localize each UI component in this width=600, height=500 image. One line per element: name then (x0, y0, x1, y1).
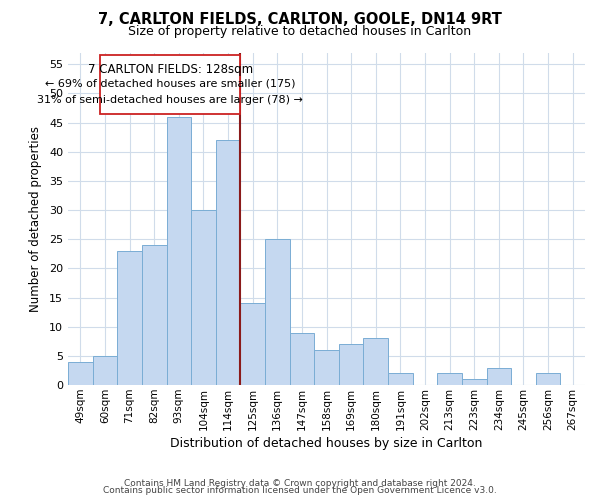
Bar (339, 344, 364, 385)
Bar (241, 304, 265, 385)
Bar (216, 140, 241, 385)
Bar (314, 350, 339, 385)
Bar (290, 332, 314, 385)
Bar (364, 338, 388, 385)
Bar (388, 374, 413, 385)
Text: Size of property relative to detached houses in Carlton: Size of property relative to detached ho… (128, 25, 472, 38)
Bar (462, 380, 487, 385)
Bar (265, 240, 290, 385)
Bar (191, 210, 216, 385)
Bar (117, 251, 142, 385)
Bar (167, 116, 191, 385)
Text: 7, CARLTON FIELDS, CARLTON, GOOLE, DN14 9RT: 7, CARLTON FIELDS, CARLTON, GOOLE, DN14 … (98, 12, 502, 28)
Bar (68, 362, 92, 385)
X-axis label: Distribution of detached houses by size in Carlton: Distribution of detached houses by size … (170, 437, 483, 450)
Bar (536, 374, 560, 385)
Bar (92, 356, 117, 385)
Text: ← 69% of detached houses are smaller (175): ← 69% of detached houses are smaller (17… (45, 79, 295, 89)
Text: 31% of semi-detached houses are larger (78) →: 31% of semi-detached houses are larger (… (37, 94, 303, 104)
Text: Contains public sector information licensed under the Open Government Licence v3: Contains public sector information licen… (103, 486, 497, 495)
Bar (437, 374, 462, 385)
Bar (142, 245, 167, 385)
Y-axis label: Number of detached properties: Number of detached properties (29, 126, 42, 312)
Text: 7 CARLTON FIELDS: 128sqm: 7 CARLTON FIELDS: 128sqm (88, 63, 253, 76)
Bar (100, 56, 241, 114)
Bar (487, 368, 511, 385)
Text: Contains HM Land Registry data © Crown copyright and database right 2024.: Contains HM Land Registry data © Crown c… (124, 478, 476, 488)
